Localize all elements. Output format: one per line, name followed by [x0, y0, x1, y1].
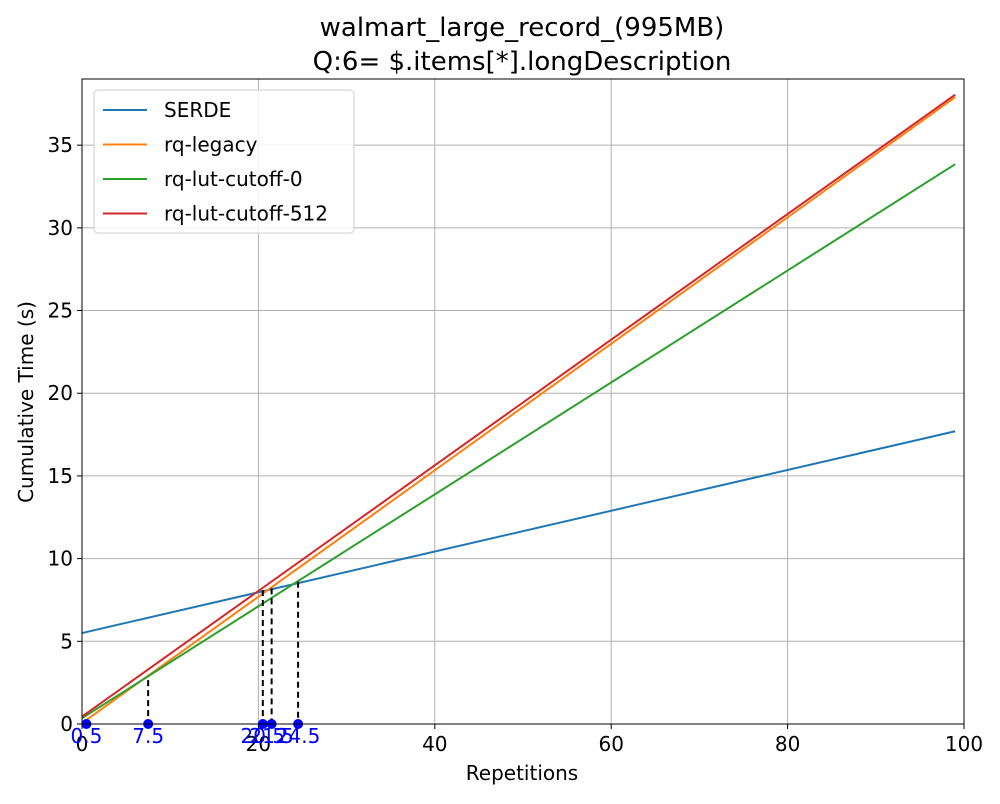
- crossover-label: 7.5: [132, 724, 164, 748]
- y-tick-label: 5: [60, 629, 73, 653]
- crossover-label: 20.5: [241, 724, 286, 748]
- x-tick-label: 40: [422, 732, 447, 756]
- y-axis-label: Cumulative Time (s): [14, 301, 38, 503]
- y-tick-label: 0: [60, 712, 73, 736]
- series-line-rq-legacy: [81, 96, 956, 724]
- x-tick-label: 20: [246, 732, 271, 756]
- legend-label: rq-lut-cutoff-0: [164, 167, 303, 191]
- x-tick-label: 80: [775, 732, 800, 756]
- y-tick-label: 35: [48, 133, 73, 157]
- plot-frame: [81, 78, 965, 725]
- x-tick-label: 60: [598, 732, 623, 756]
- legend-label: rq-legacy: [164, 133, 258, 157]
- series-line-rq-lut-cutoff-0: [81, 163, 956, 720]
- series-line-SERDE: [81, 430, 956, 635]
- series-lines: [81, 93, 956, 724]
- series-line-rq-lut-cutoff-512: [81, 93, 956, 718]
- crossover-label: 21.5: [249, 724, 294, 748]
- y-tick-label: 15: [48, 464, 73, 488]
- y-tick-label: 10: [48, 547, 73, 571]
- x-axis-label: Repetitions: [466, 761, 578, 785]
- legend: SERDE rq-legacy rq-lut-cutoff-0 rq-lut-cuto…: [93, 89, 355, 234]
- crossover-label: 0.5: [71, 724, 103, 748]
- chart-title-line-1: walmart_large_record_(995MB): [320, 13, 725, 43]
- crossover-markers: 0.5 7.5 20.521.524.5: [71, 581, 321, 748]
- axis-ticks: 0 20 40 60 80 100 0 5 10 15 20 25 30 35: [48, 133, 984, 756]
- y-tick-label: 25: [48, 299, 73, 323]
- y-tick-label: 30: [48, 216, 73, 240]
- y-tick-label: 20: [48, 381, 73, 405]
- legend-label: SERDE: [164, 98, 231, 122]
- x-tick-label: 100: [945, 732, 983, 756]
- chart-title-line-2: Q:6= $.items[*].longDescription: [313, 47, 732, 77]
- x-tick-label: 0: [76, 732, 89, 756]
- crossover-label: 24.5: [276, 724, 321, 748]
- legend-box: [93, 89, 355, 234]
- legend-label: rq-lut-cutoff-512: [164, 202, 328, 226]
